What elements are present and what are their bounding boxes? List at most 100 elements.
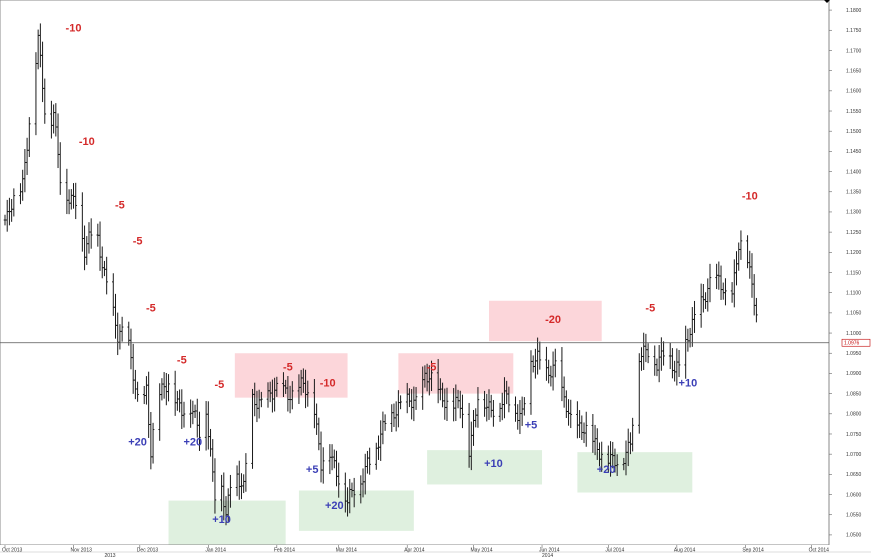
score-label: -5 [133,236,143,248]
price-bar [291,381,294,410]
price-bar [374,442,378,470]
price-bar [752,274,756,316]
price-bar [584,411,588,447]
price-bar [114,293,117,339]
year-label: 2013 [104,553,115,559]
x-tick-label: Oct 2013 [2,548,23,554]
price-bar [43,78,47,124]
x-tick-label: Jan 2014 [205,548,226,554]
price-bar [213,458,217,514]
price-bar [195,398,199,438]
price-bar [646,343,650,364]
y-tick-label: 1.1300 [846,210,862,216]
x-tick-label: Mar 2014 [336,548,357,554]
y-tick-label: 1.0700 [846,452,862,458]
price-bar [100,246,104,279]
price-bar [569,399,573,429]
y-tick-label: 1.1450 [846,149,862,155]
price-bar [70,189,73,210]
x-tick-label: Jul 2014 [605,548,624,554]
price-bar [545,346,548,381]
price-bar [498,402,502,422]
price-bar [565,390,568,419]
price-bar [34,52,38,136]
score-label: -10 [742,190,758,202]
score-label: -20 [545,314,561,326]
price-bar [142,385,146,405]
price-bar [662,341,665,366]
year-label: 2014 [542,553,553,559]
price-bar [476,387,480,428]
current-price-tag [841,338,871,347]
zones-layer [168,300,693,545]
price-bar [529,350,533,415]
price-bar [657,345,661,383]
y-tick-label: 1.0750 [846,432,862,438]
y-tick-label: 1.1100 [846,290,861,296]
price-bar [10,199,13,222]
price-bar [551,351,555,391]
price-bar [458,390,462,419]
y-tick-label: 1.1600 [846,89,862,95]
price-bar [207,401,210,450]
price-bar [83,225,86,271]
price-bar [317,417,321,451]
price-bar [158,383,161,441]
price-bar [211,439,215,482]
price-bar [704,292,707,309]
price-bar [41,41,44,103]
price-bar [487,389,491,420]
price-bar [81,192,84,252]
price-bar [118,324,122,350]
price-bar [706,278,710,312]
price-bar [209,428,212,457]
price-bar [54,103,58,137]
score-label: -5 [177,355,187,367]
price-bar [531,355,535,373]
price-bar [134,369,137,400]
price-bar [176,390,179,411]
price-bar [553,348,557,378]
price-bar [198,411,201,451]
score-label: +20 [325,500,344,512]
score-label: -10 [66,22,82,34]
price-bar [167,374,170,402]
y-tick-label: 1.1050 [846,311,862,317]
price-bar [677,349,681,378]
zone-box [427,450,543,485]
price-bar [332,449,336,469]
score-label: +10 [679,377,698,389]
price-bar [260,391,263,408]
price-bar [149,412,153,470]
price-bar [337,462,341,498]
price-bar [242,474,245,494]
price-bar [730,282,734,303]
price-bar [105,256,108,295]
score-label: -5 [146,302,156,314]
corner-marker-icon [824,0,830,3]
price-bar [103,260,106,277]
price-bar [746,235,749,269]
price-bar [12,188,16,217]
price-bar [251,388,254,469]
price-bar [151,422,155,464]
price-bar [518,400,522,435]
y-tick-label: 1.1750 [846,28,862,34]
price-bar [576,401,579,439]
score-label: -5 [283,362,293,374]
price-bar [671,348,674,379]
score-label: -5 [645,302,655,314]
price-bar [472,409,475,446]
price-bar [580,415,584,440]
price-bar [390,404,394,432]
price-bar [25,137,29,175]
plot-frame [0,0,830,546]
price-bar [655,358,659,377]
price-bar [547,359,550,384]
score-label: -5 [115,199,125,211]
price-bar [430,360,433,392]
y-tick-label: 1.1500 [846,129,862,135]
price-bar [72,183,75,209]
price-bar [688,327,692,348]
